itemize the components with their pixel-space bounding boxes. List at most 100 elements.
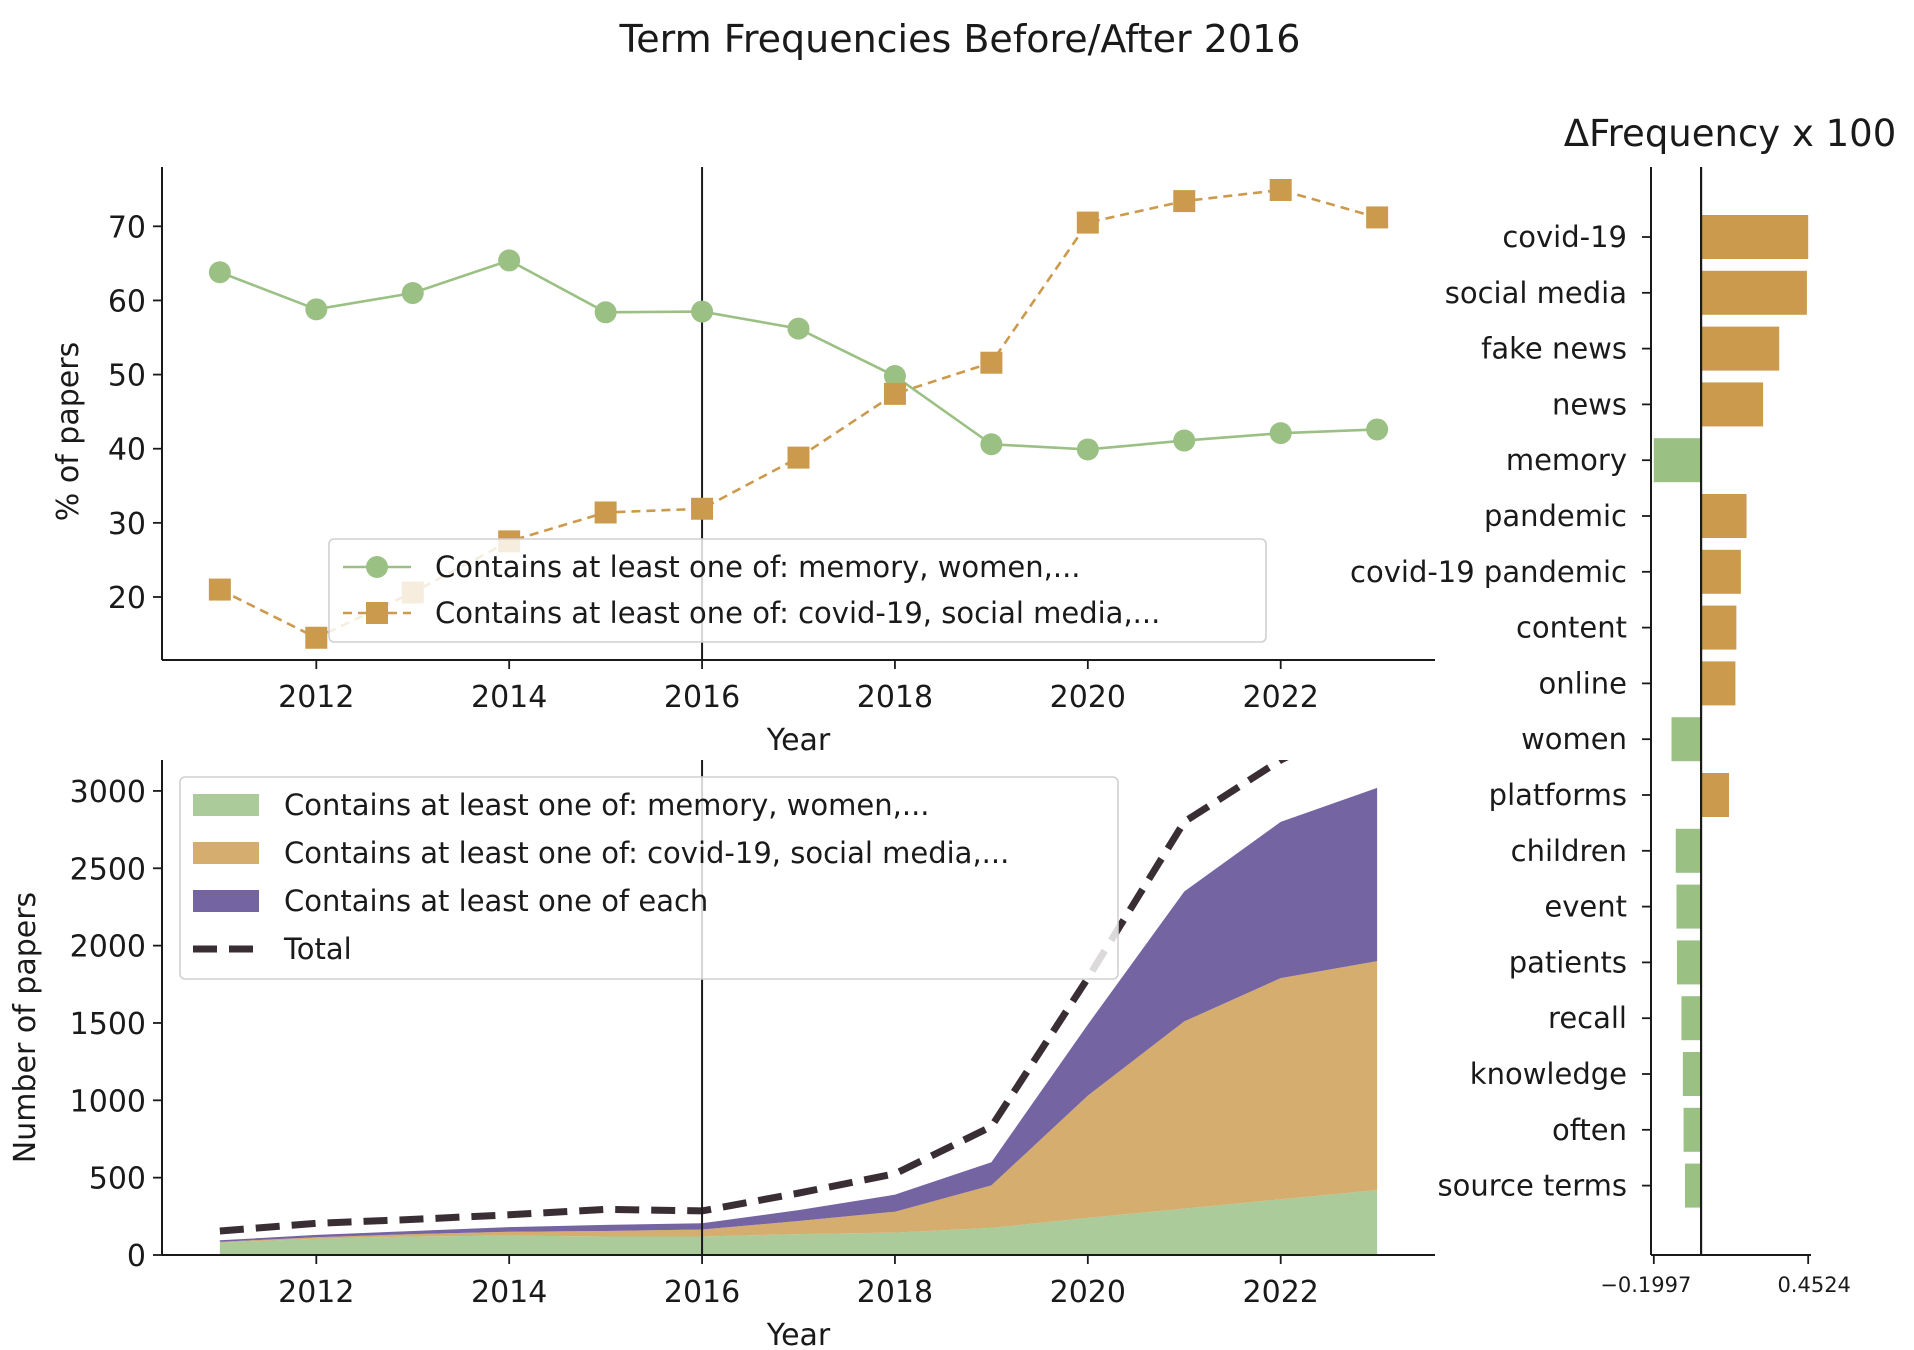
right-bar bbox=[1681, 996, 1702, 1041]
right-category-label: social media bbox=[1445, 276, 1627, 310]
right-category-label: knowledge bbox=[1470, 1057, 1627, 1091]
top-series-1-point bbox=[498, 249, 521, 272]
top-y-tick-label: 40 bbox=[108, 433, 146, 468]
right-bar bbox=[1671, 717, 1702, 762]
top-y-tick-label: 50 bbox=[108, 359, 146, 394]
top-series-2-point bbox=[1366, 206, 1389, 229]
bottom-plot-area bbox=[219, 760, 1378, 1255]
right-x-tick-label: 0.4524 bbox=[1777, 1273, 1850, 1297]
bottom-x-tick-label: 2018 bbox=[857, 1275, 933, 1310]
bottom-y-tick-label: 1000 bbox=[70, 1084, 146, 1119]
bottom-legend-label: Contains at least one of: memory, women,… bbox=[284, 788, 930, 822]
top-x-tick-label: 2012 bbox=[278, 680, 354, 715]
top-series-1-point bbox=[691, 300, 714, 323]
top-series-1-point bbox=[305, 298, 328, 321]
bottom-x-axis-title: Year bbox=[766, 1318, 831, 1350]
bottom-x-tick-label: 2016 bbox=[664, 1275, 740, 1310]
right-chart-title: ΔFrequency x 100 bbox=[1564, 112, 1897, 155]
bottom-y-tick-label: 2000 bbox=[70, 930, 146, 965]
right-bar bbox=[1682, 1052, 1702, 1096]
bottom-total-line bbox=[219, 760, 1289, 1235]
right-bar bbox=[1675, 828, 1702, 873]
right-category-label: online bbox=[1539, 666, 1627, 700]
top-series-2-point bbox=[691, 497, 714, 520]
top-series-1-point bbox=[1173, 429, 1196, 452]
bottom-area-chart: 2012 2014 2016 2018 2020 2022 0 500 1000 1500 2000… bbox=[8, 760, 1435, 1350]
bottom-x-tick-label: 2014 bbox=[471, 1275, 547, 1310]
bottom-y-tick-label: 2500 bbox=[70, 852, 146, 887]
right-bar bbox=[1683, 1107, 1702, 1152]
right-bar bbox=[1653, 438, 1702, 483]
right-bar bbox=[1676, 884, 1702, 929]
top-x-tick-label: 2014 bbox=[471, 680, 547, 715]
top-series-1-point bbox=[594, 301, 617, 324]
top-series-1-point bbox=[1269, 422, 1292, 445]
top-x-tick-label: 2020 bbox=[1050, 680, 1126, 715]
right-category-label: event bbox=[1544, 890, 1627, 924]
bottom-y-tick-label: 500 bbox=[89, 1162, 146, 1197]
right-bar bbox=[1701, 773, 1730, 817]
top-series-2-point bbox=[1173, 190, 1196, 213]
right-category-label: covid-19 pandemic bbox=[1350, 555, 1627, 589]
top-series-2-point bbox=[1269, 178, 1292, 201]
top-y-tick-label: 60 bbox=[108, 284, 146, 319]
top-legend-label: Contains at least one of: covid-19, soci… bbox=[435, 596, 1160, 630]
top-y-tick-label: 70 bbox=[108, 210, 146, 245]
top-series-1-point bbox=[883, 365, 906, 388]
right-category-label: source terms bbox=[1437, 1169, 1627, 1203]
top-x-tick-label: 2018 bbox=[857, 680, 933, 715]
right-category-label: patients bbox=[1509, 945, 1627, 979]
right-category-label: content bbox=[1516, 611, 1627, 645]
bottom-legend: Contains at least one of: memory, women,… bbox=[179, 776, 1119, 980]
bottom-area-2 bbox=[219, 961, 1378, 1243]
top-series-2-point bbox=[594, 501, 617, 524]
bottom-legend-box bbox=[179, 776, 1119, 980]
right-bar bbox=[1701, 494, 1747, 538]
bottom-area-1 bbox=[219, 1190, 1378, 1255]
top-series-2-point bbox=[305, 626, 328, 649]
bottom-legend-label: Contains at least one of each bbox=[284, 884, 708, 918]
right-category-label: platforms bbox=[1489, 778, 1627, 812]
bottom-y-axis-title: Number of papers bbox=[8, 892, 43, 1163]
top-x-tick-label: 2022 bbox=[1243, 680, 1319, 715]
bottom-legend-swatch bbox=[193, 890, 259, 912]
top-y-axis-title: % of papers bbox=[51, 342, 86, 521]
top-series-2-point bbox=[1076, 211, 1099, 234]
right-category-label: covid-19 bbox=[1502, 220, 1627, 254]
top-series-1-point bbox=[208, 261, 231, 284]
top-legend-box bbox=[328, 538, 1267, 643]
right-bar bbox=[1701, 270, 1807, 315]
right-bar bbox=[1701, 661, 1736, 706]
top-legend-swatch-marker bbox=[366, 602, 388, 624]
right-category-label: recall bbox=[1548, 1001, 1627, 1035]
top-legend-swatch-marker bbox=[366, 556, 388, 578]
bottom-x-tick-label: 2022 bbox=[1243, 1275, 1319, 1310]
right-bar-chart: ΔFrequency x 100 covid-19 social media fake… bbox=[1350, 112, 1896, 1297]
top-y-tick-label: 30 bbox=[108, 507, 146, 542]
top-y-tick-label: 20 bbox=[108, 581, 146, 616]
right-category-label: children bbox=[1511, 834, 1627, 868]
top-line-chart: 2012 2014 2016 2018 2020 2022 20 30 40 50 60 70 Year… bbox=[51, 167, 1435, 758]
top-x-axis-title: Year bbox=[766, 723, 831, 758]
top-series-1-point bbox=[1076, 438, 1099, 461]
right-bar bbox=[1701, 382, 1764, 427]
right-category-label: fake news bbox=[1481, 332, 1627, 366]
top-series-1-point bbox=[1366, 418, 1389, 441]
bottom-x-tick-label: 2012 bbox=[278, 1275, 354, 1310]
bottom-x-tick-label: 2020 bbox=[1050, 1275, 1126, 1310]
figure-title: Term Frequencies Before/After 2016 bbox=[619, 17, 1301, 61]
top-series-1-point bbox=[980, 433, 1003, 456]
top-series-2-point bbox=[787, 446, 810, 469]
right-category-label: news bbox=[1552, 387, 1627, 421]
top-legend-label: Contains at least one of: memory, women,… bbox=[435, 550, 1081, 584]
right-bar bbox=[1701, 215, 1809, 259]
right-category-label: memory bbox=[1506, 443, 1627, 477]
right-category-label: women bbox=[1521, 722, 1627, 756]
top-series-2-point bbox=[980, 351, 1003, 374]
right-bar bbox=[1701, 605, 1737, 650]
bottom-y-tick-label: 0 bbox=[127, 1239, 146, 1274]
top-series-2-point bbox=[883, 382, 906, 405]
bottom-legend-label: Contains at least one of: covid-19, soci… bbox=[284, 836, 1009, 870]
top-series-line-1 bbox=[219, 258, 1378, 451]
